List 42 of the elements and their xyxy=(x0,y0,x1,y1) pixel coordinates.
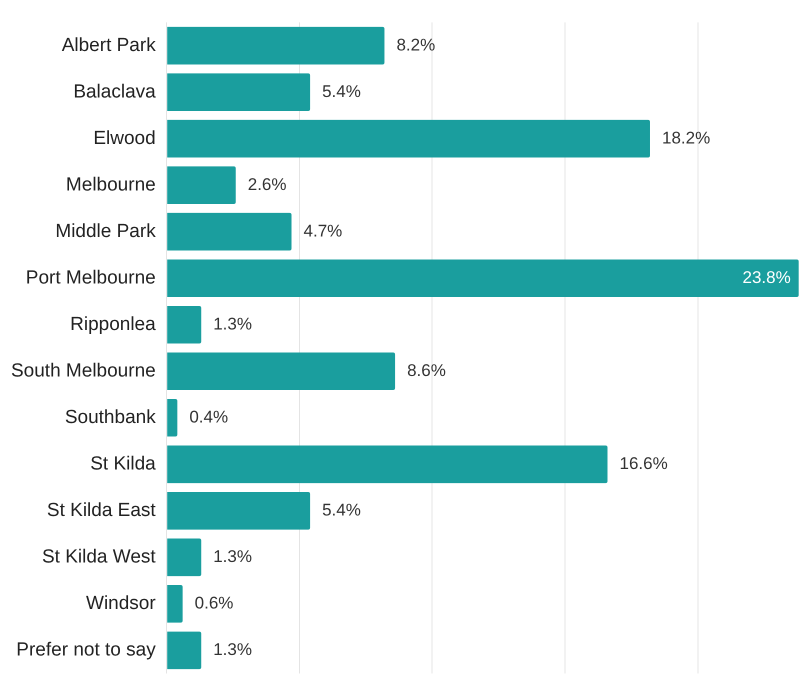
data-label: 1.3% xyxy=(213,547,252,566)
bar xyxy=(167,306,202,344)
data-label: 0.6% xyxy=(194,594,234,613)
data-label: 4.7% xyxy=(304,221,342,240)
y-tick-label: Elwood xyxy=(93,128,156,149)
bar xyxy=(167,73,310,111)
data-label: 16.6% xyxy=(620,454,668,473)
y-tick-label: St Kilda West xyxy=(42,546,156,568)
y-tick-label: Prefer not to say xyxy=(16,640,156,661)
bar xyxy=(167,398,178,437)
y-tick-label: Windsor xyxy=(86,593,156,614)
bar xyxy=(167,585,183,623)
data-label: 5.4% xyxy=(322,500,361,520)
y-tick-label: Albert Park xyxy=(62,34,156,56)
bar xyxy=(167,352,396,390)
y-tick-label: Southbank xyxy=(64,407,156,428)
bar xyxy=(167,632,202,670)
y-tick-label: St Kilda xyxy=(90,454,156,475)
bar xyxy=(167,166,236,204)
bar xyxy=(167,212,292,250)
data-label: 1.3% xyxy=(213,314,252,334)
data-label: 18.2% xyxy=(662,128,710,148)
bar xyxy=(167,446,608,484)
y-tick-label: Middle Park xyxy=(55,220,156,242)
bar xyxy=(167,259,799,298)
y-tick-label: Balaclava xyxy=(73,81,156,102)
data-label: 8.2% xyxy=(396,35,436,54)
data-label: 8.6% xyxy=(407,360,446,380)
y-tick-label: St Kilda East xyxy=(46,500,156,522)
data-label: 0.4% xyxy=(189,407,228,426)
data-label: 23.8% xyxy=(742,268,791,287)
y-tick-label: Melbourne xyxy=(66,174,156,196)
y-tick-label: Ripponlea xyxy=(70,314,156,335)
y-tick-label: Port Melbourne xyxy=(26,267,156,288)
bar xyxy=(167,538,202,576)
data-label: 1.3% xyxy=(213,640,252,660)
bar xyxy=(167,26,384,64)
y-tick-label: South Melbourne xyxy=(10,360,156,382)
bar xyxy=(167,492,310,530)
data-label: 5.4% xyxy=(322,82,361,101)
data-label: 2.6% xyxy=(248,174,286,194)
bar xyxy=(167,120,650,158)
